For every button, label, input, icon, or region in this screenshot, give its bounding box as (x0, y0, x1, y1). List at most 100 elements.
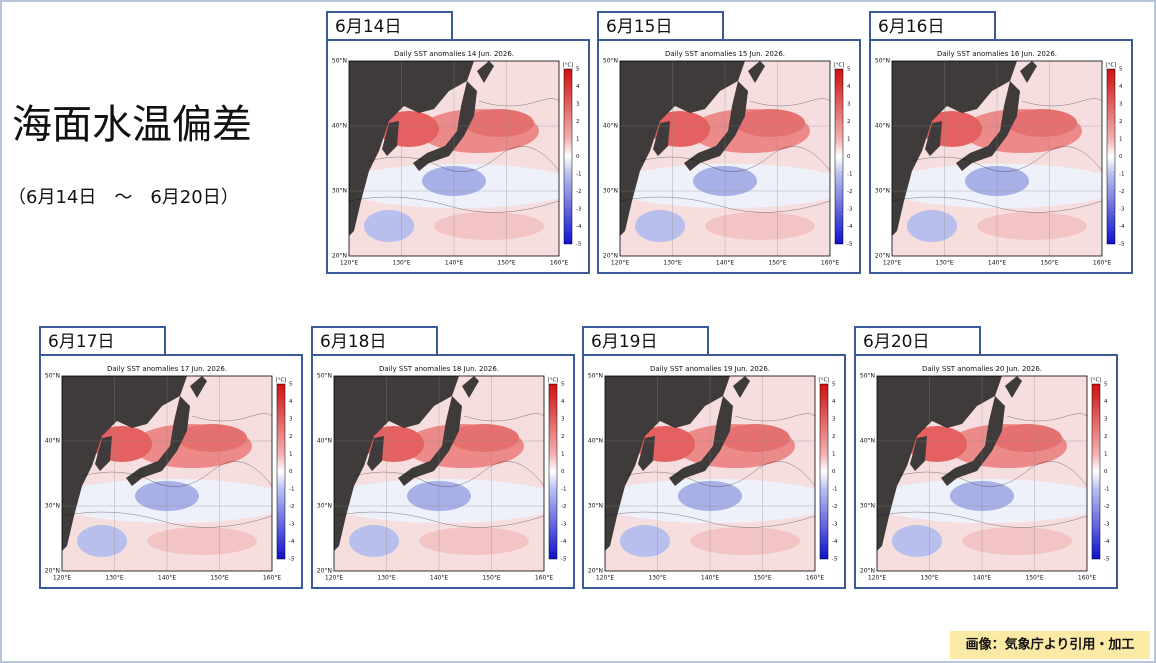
colorbar-label: -2 (576, 189, 581, 195)
lat-label: 40°N (603, 123, 618, 130)
colorbar-label: 4 (289, 399, 293, 405)
colorbar-label: 4 (847, 84, 851, 90)
colorbar-label: 0 (832, 469, 836, 475)
colorbar-label: -2 (832, 504, 837, 510)
colorbar-label: 5 (832, 382, 836, 388)
colorbar-label: -1 (576, 172, 581, 178)
lon-label: 140°E (716, 260, 734, 267)
lon-label: 130°E (663, 260, 681, 267)
colorbar-unit: [°C] (1091, 378, 1102, 384)
colorbar-label: 2 (576, 119, 580, 125)
colorbar-label: 1 (289, 452, 293, 458)
lon-label: 120°E (611, 260, 629, 267)
map-title: Daily SST anomalies 16 Jun. 2026. (937, 50, 1057, 58)
colorbar-label: 4 (561, 399, 565, 405)
credit: 画像：気象庁より引用・加工 (966, 637, 1135, 653)
colorbar-label: 0 (847, 154, 851, 160)
colorbar-label: 5 (576, 67, 580, 73)
lat-label: 50°N (45, 373, 60, 380)
map-frame (61, 375, 273, 572)
sst-map (877, 376, 1087, 571)
lat-label: 20°N (317, 568, 332, 575)
colorbar-label: 3 (1119, 102, 1123, 108)
lat-label: 20°N (588, 568, 603, 575)
colorbar-label: 4 (832, 399, 836, 405)
colorbar-label: 4 (1104, 399, 1108, 405)
lon-label: 160°E (263, 575, 281, 582)
lat-label: 30°N (603, 188, 618, 195)
map-frame (891, 60, 1103, 257)
colorbar-label: -1 (289, 487, 294, 493)
lat-label: 30°N (317, 503, 332, 510)
lon-label: 140°E (430, 575, 448, 582)
lon-label: 160°E (806, 575, 824, 582)
colorbar-label: 2 (1119, 119, 1123, 125)
colorbar-label: -2 (847, 189, 852, 195)
lon-label: 120°E (325, 575, 343, 582)
lon-label: 130°E (392, 260, 410, 267)
map-frame (619, 60, 831, 257)
colorbar-unit: [°C] (834, 63, 845, 69)
colorbar-label: 4 (576, 84, 580, 90)
colorbar-label: 0 (1104, 469, 1108, 475)
colorbar-label: -4 (847, 224, 853, 230)
lon-label: 150°E (210, 575, 228, 582)
colorbar-label: -1 (847, 172, 852, 178)
map-frame (876, 375, 1088, 572)
colorbar-label: 1 (847, 137, 851, 143)
lat-label: 30°N (875, 188, 890, 195)
colorbar-unit: [°C] (563, 63, 574, 69)
colorbar-label: 0 (561, 469, 565, 475)
colorbar-label: -3 (576, 207, 582, 213)
lat-label: 20°N (45, 568, 60, 575)
colorbar-label: -5 (1119, 242, 1125, 248)
colorbar-label: -4 (289, 539, 295, 545)
colorbar (819, 383, 829, 560)
colorbar-label: 5 (1104, 382, 1108, 388)
map-title: Daily SST anomalies 18 Jun. 2026. (379, 365, 499, 373)
colorbar-label: 2 (561, 434, 565, 440)
colorbar-label: -2 (561, 504, 566, 510)
lat-label: 20°N (332, 253, 347, 260)
lon-label: 160°E (550, 260, 568, 267)
colorbar-label: 5 (289, 382, 293, 388)
colorbar-label: 1 (1104, 452, 1108, 458)
colorbar-label: -5 (289, 557, 295, 563)
sst-map (62, 376, 272, 571)
colorbar (834, 68, 844, 245)
map-title: Daily SST anomalies 20 Jun. 2026. (922, 365, 1042, 373)
colorbar (1091, 383, 1101, 560)
lat-label: 40°N (45, 438, 60, 445)
lon-label: 120°E (53, 575, 71, 582)
date-tab (869, 11, 996, 41)
lat-label: 50°N (332, 58, 347, 65)
date-label: 6月15日 (606, 17, 672, 37)
colorbar-label: -5 (561, 557, 567, 563)
colorbar-label: -2 (289, 504, 294, 510)
colorbar-label: -4 (1104, 539, 1110, 545)
lon-label: 150°E (1025, 575, 1043, 582)
map-frame (333, 375, 545, 572)
date-tab (854, 326, 981, 356)
colorbar-label: -5 (832, 557, 838, 563)
lat-label: 20°N (603, 253, 618, 260)
colorbar-label: 0 (1119, 154, 1123, 160)
colorbar-label: -3 (1119, 207, 1125, 213)
lon-label: 130°E (105, 575, 123, 582)
lon-label: 140°E (701, 575, 719, 582)
colorbar-unit: [°C] (819, 378, 830, 384)
colorbar-label: -5 (1104, 557, 1110, 563)
lat-label: 40°N (588, 438, 603, 445)
colorbar-label: -3 (561, 522, 567, 528)
lon-label: 150°E (768, 260, 786, 267)
lat-label: 40°N (860, 438, 875, 445)
colorbar-label: 3 (832, 417, 836, 423)
colorbar-label: 2 (832, 434, 836, 440)
lon-label: 140°E (445, 260, 463, 267)
